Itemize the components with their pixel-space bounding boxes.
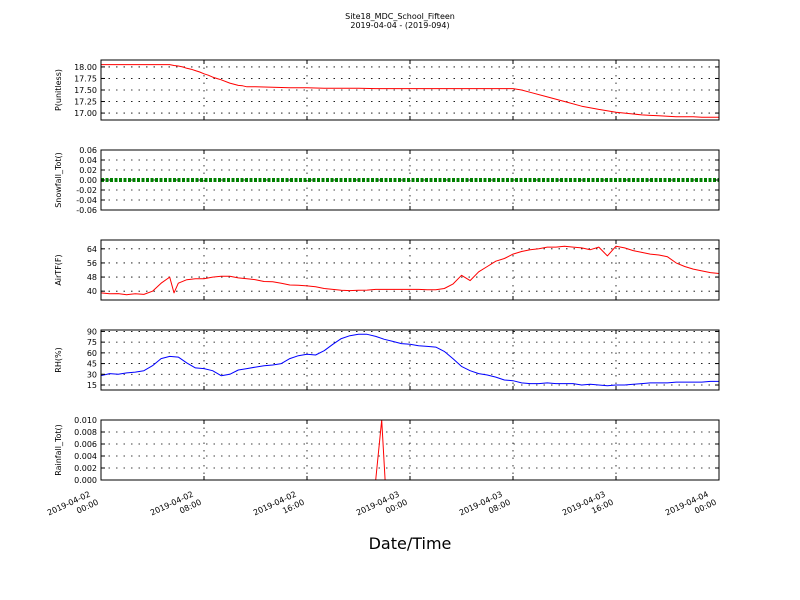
panel-1-ytick-label-4: 18.00	[74, 63, 97, 72]
chart-title: Site18_MDC_School_Fifteen	[345, 12, 455, 21]
panel-2-ytick-label-6: 0.06	[79, 146, 97, 155]
panel-1-ylabel: P(unitless)	[54, 69, 63, 111]
panel-1-ytick-label-3: 17.75	[74, 74, 97, 83]
panel-5-ylabel: Rainfall_Tot()	[54, 424, 63, 476]
panel-1-ytick-label-0: 17.00	[74, 109, 97, 118]
panel-4-ytick-label-5: 90	[87, 327, 97, 336]
panel-5-ytick-label-0: 0.000	[74, 476, 97, 485]
panel-4-ytick-label-3: 60	[87, 349, 97, 358]
panel-4-ytick-label-4: 75	[87, 338, 97, 347]
panel-2-ytick-label-4: 0.02	[79, 166, 97, 175]
panel-4-ylabel: RH(%)	[54, 347, 63, 372]
panel-1-ytick-label-2: 17.50	[74, 86, 97, 95]
panel-5-ytick-label-5: 0.010	[74, 416, 97, 425]
panel-2-ytick-label-0: -0.06	[76, 206, 97, 215]
panel-2-ytick-label-2: -0.02	[76, 186, 97, 195]
panel-2-ytick-label-3: 0.00	[79, 176, 97, 185]
panel-2-ytick-label-1: -0.04	[76, 196, 97, 205]
panel-2-ylabel: Snowfall_Tot()	[54, 152, 63, 208]
panel-2-ytick-label-5: 0.04	[79, 156, 97, 165]
panel-3-series-line	[100, 245, 720, 296]
panel-3-ytick-label-0: 40	[87, 287, 97, 296]
panel-5-ytick-label-3: 0.006	[74, 440, 97, 449]
x-axis-label: Date/Time	[368, 534, 452, 553]
panel-3-ytick-label-2: 56	[87, 259, 97, 268]
panel-3-ytick-label-3: 64	[87, 245, 97, 254]
panel-1-series-line	[101, 64, 719, 118]
chart-subtitle: 2019-04-04 - (2019-094)	[350, 21, 450, 30]
panel-5-ytick-label-4: 0.008	[74, 428, 97, 437]
panel-5-ytick-label-1: 0.002	[74, 464, 97, 473]
panel-1-ytick-label-1: 17.25	[74, 98, 97, 107]
panel-4-series-line	[100, 333, 719, 387]
panel-3-ytick-label-1: 48	[87, 273, 97, 282]
panel-4-ytick-label-1: 30	[87, 370, 97, 379]
panel-5-ytick-label-2: 0.004	[74, 452, 97, 461]
panel-3-ylabel: AirTF(F)	[54, 254, 63, 285]
panel-4-ytick-label-2: 45	[87, 360, 97, 369]
panel-4-ytick-label-0: 15	[87, 381, 97, 390]
